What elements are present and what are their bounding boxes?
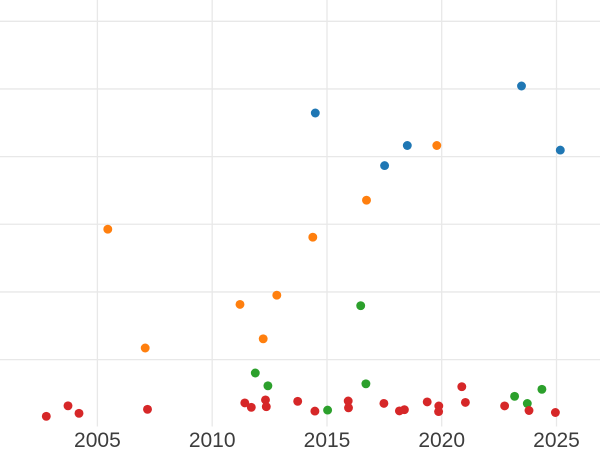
- svg-text:2010: 2010: [189, 429, 236, 450]
- svg-text:2020: 2020: [418, 429, 465, 450]
- svg-text:2005: 2005: [74, 429, 121, 450]
- svg-text:2015: 2015: [304, 429, 351, 450]
- svg-text:2025: 2025: [533, 429, 580, 450]
